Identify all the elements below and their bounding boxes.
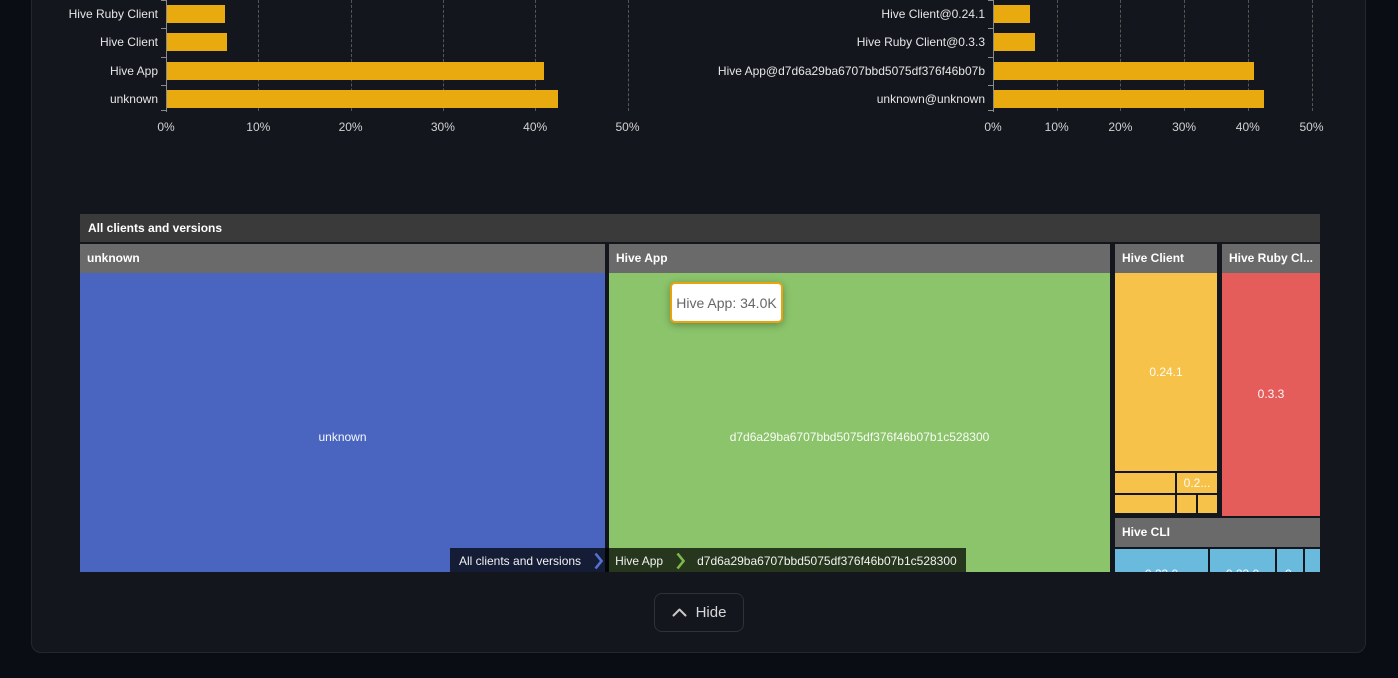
breadcrumb-item[interactable]: d7d6a29ba6707bbd5075df376f46b07b1c528300 bbox=[688, 548, 966, 572]
clients-versions-treemap: All clients and versions unknown unknown H… bbox=[80, 214, 1320, 572]
category-label: Hive App@d7d6a29ba6707bbd5075df376f46b07… bbox=[717, 64, 985, 78]
x-axis-tick-label: 20% bbox=[1108, 120, 1133, 134]
x-gridline bbox=[535, 0, 537, 111]
category-label: Hive Ruby Client bbox=[68, 7, 158, 21]
treemap-group-hive-cli: Hive CLI0.23.00.23.00. bbox=[1115, 518, 1320, 572]
treemap-cell[interactable]: 0.23.0 bbox=[1210, 549, 1275, 572]
x-axis-tick-label: 20% bbox=[338, 120, 363, 134]
bar-segment[interactable] bbox=[994, 90, 1264, 108]
treemap-cell[interactable] bbox=[1115, 495, 1175, 513]
bar-segment[interactable] bbox=[994, 62, 1254, 80]
tooltip-text: Hive App: 34.0K bbox=[676, 294, 777, 311]
clients-percentage-bar-chart: 0% 10% 20% 30% 40% 50% Hive Ruby Client Hive Cl… bbox=[31, 0, 699, 145]
x-gridline bbox=[350, 0, 352, 111]
treemap-group-unknown: unknown unknown bbox=[80, 244, 605, 572]
treemap-cell[interactable]: 0.23.0 bbox=[1115, 549, 1208, 572]
x-gridline bbox=[1311, 0, 1313, 111]
category-label: Hive App bbox=[109, 64, 158, 78]
treemap-group-header-hive-ruby-client[interactable]: Hive Ruby Cl... bbox=[1222, 244, 1320, 273]
x-gridline bbox=[442, 0, 444, 111]
breadcrumb-chevron-icon bbox=[672, 548, 689, 572]
x-gridline bbox=[1247, 0, 1249, 111]
x-axis-tick-label: 10% bbox=[246, 120, 271, 134]
treemap-cell[interactable] bbox=[1305, 549, 1320, 572]
treemap-cell[interactable]: 0.2... bbox=[1177, 473, 1217, 493]
chevron-up-icon bbox=[672, 608, 687, 617]
x-axis-tick-label: 0% bbox=[157, 120, 175, 134]
treemap-breadcrumb: All clients and versions Hive App d7d6a29b… bbox=[450, 548, 966, 572]
y-axis-tick bbox=[988, 110, 993, 111]
treemap-cell[interactable]: 0. bbox=[1277, 549, 1303, 572]
treemap-group-header-unknown[interactable]: unknown bbox=[80, 244, 605, 273]
treemap-cell[interactable] bbox=[1177, 495, 1196, 513]
category-label: Hive Client bbox=[99, 35, 158, 49]
treemap-cell[interactable] bbox=[1198, 495, 1217, 513]
treemap-group-hive-ruby-client: Hive Ruby Cl... 0.3.3 bbox=[1222, 244, 1320, 516]
treemap-group-hive-client: Hive Client 0.24.1 0.2... bbox=[1115, 244, 1217, 516]
category-label: Hive Ruby Client@0.3.3 bbox=[856, 35, 985, 49]
x-axis-tick-label: 30% bbox=[1172, 120, 1197, 134]
x-gridline bbox=[1056, 0, 1058, 111]
bar-segment[interactable] bbox=[167, 62, 544, 80]
category-label: unknown@unknown bbox=[876, 92, 985, 106]
treemap-cell[interactable]: 0.24.1 bbox=[1115, 273, 1217, 471]
x-axis-tick-label: 50% bbox=[615, 120, 640, 134]
y-axis-tick bbox=[161, 110, 166, 111]
treemap-group-body-unknown[interactable] bbox=[80, 273, 605, 572]
category-label: unknown bbox=[109, 92, 158, 106]
breadcrumb-item[interactable]: Hive App bbox=[606, 548, 673, 572]
x-axis-tick-label: 0% bbox=[984, 120, 1002, 134]
treemap-group-header-hive-cli[interactable]: Hive CLI bbox=[1115, 518, 1320, 547]
hide-button[interactable]: Hide bbox=[654, 593, 744, 632]
treemap-tooltip: Hive App: 34.0K bbox=[670, 282, 783, 323]
treemap-cell[interactable] bbox=[1115, 473, 1175, 493]
treemap-group-label: 0.3.3 bbox=[1257, 387, 1285, 401]
y-axis-tick bbox=[161, 85, 166, 86]
y-axis-line bbox=[993, 0, 994, 112]
x-axis-tick-label: 30% bbox=[430, 120, 455, 134]
y-axis-tick bbox=[161, 28, 166, 29]
y-axis-tick bbox=[988, 57, 993, 58]
client-versions-percentage-bar-chart: 0% 10% 20% 30% 40% 50% Hive Client@0.24.1 Hive … bbox=[699, 0, 1367, 145]
hide-button-label: Hide bbox=[695, 604, 727, 621]
x-gridline bbox=[258, 0, 260, 111]
x-axis-tick-label: 40% bbox=[1235, 120, 1260, 134]
bar-segment[interactable] bbox=[994, 33, 1035, 51]
y-axis-line bbox=[166, 0, 167, 112]
x-gridline bbox=[1120, 0, 1122, 111]
treemap-group-header-hive-client[interactable]: Hive Client bbox=[1115, 244, 1217, 273]
x-gridline bbox=[1184, 0, 1186, 111]
treemap-group-body-hive-ruby-client[interactable] bbox=[1222, 273, 1320, 516]
y-axis-tick bbox=[988, 28, 993, 29]
y-axis-tick bbox=[161, 57, 166, 58]
category-label: Hive Client@0.24.1 bbox=[881, 7, 985, 21]
x-axis-tick-label: 50% bbox=[1299, 120, 1324, 134]
treemap-group-label: d7d6a29ba6707bbd5075df376f46b07b1c528300 bbox=[729, 430, 990, 444]
x-axis-tick-label: 40% bbox=[523, 120, 548, 134]
y-axis-tick bbox=[161, 0, 166, 1]
y-axis-tick bbox=[988, 85, 993, 86]
treemap-group-header-hive-app[interactable]: Hive App bbox=[609, 244, 1110, 273]
y-axis-tick bbox=[988, 0, 993, 1]
bar-segment[interactable] bbox=[167, 90, 558, 108]
bar-segment[interactable] bbox=[167, 33, 227, 51]
bar-segment[interactable] bbox=[994, 5, 1030, 23]
x-axis-tick-label: 10% bbox=[1044, 120, 1069, 134]
x-gridline bbox=[627, 0, 629, 111]
bar-segment[interactable] bbox=[167, 5, 225, 23]
breadcrumb-chevron-icon bbox=[590, 548, 607, 572]
treemap-title: All clients and versions bbox=[80, 214, 1320, 242]
breadcrumb-item[interactable]: All clients and versions bbox=[450, 548, 591, 572]
treemap-group-label: unknown bbox=[318, 430, 367, 444]
